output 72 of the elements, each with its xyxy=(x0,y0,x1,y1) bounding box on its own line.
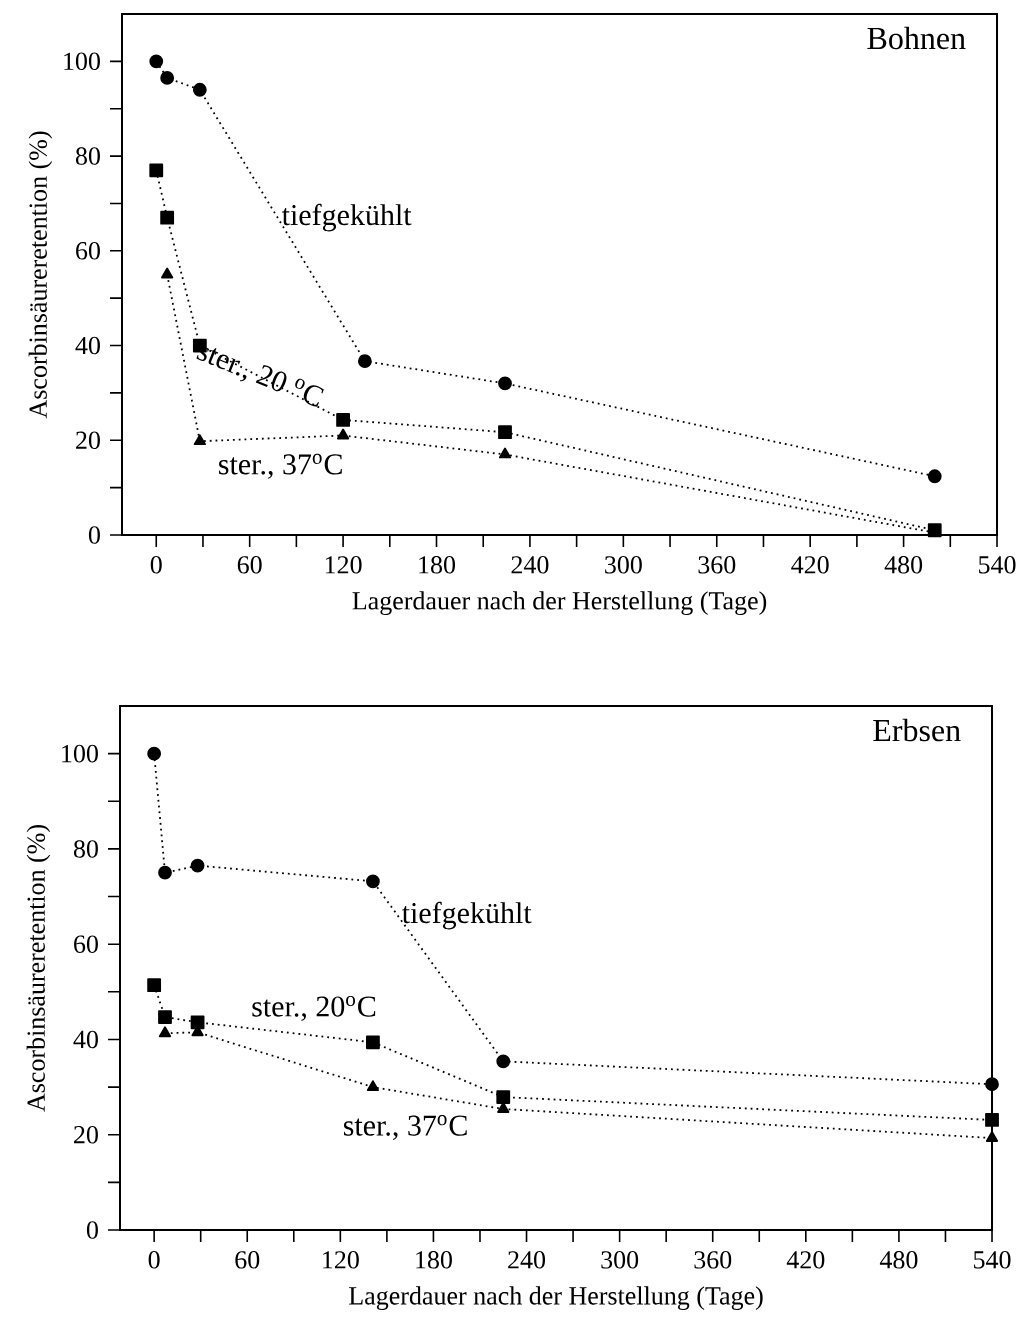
point xyxy=(336,428,350,440)
point xyxy=(366,1080,379,1091)
point xyxy=(496,1090,511,1104)
x-tick-label: 540 xyxy=(973,1251,1011,1269)
y-axis-title: Ascorbinsäureretention (%) xyxy=(26,825,51,1112)
x-tick-label: 360 xyxy=(698,556,736,574)
x-tick-label: 240 xyxy=(508,1251,545,1269)
x-tick-label: 240 xyxy=(511,556,549,574)
series-label: ster., 20$^{o}$C xyxy=(252,996,376,1021)
point xyxy=(190,1015,205,1030)
point xyxy=(498,376,512,391)
point xyxy=(498,447,512,459)
x-tick-label: 60 xyxy=(235,1251,260,1269)
x-tick-label: 360 xyxy=(694,1251,732,1269)
point xyxy=(985,1113,999,1127)
y-tick-label: 0 xyxy=(86,1221,98,1239)
chart-title: Bohnen xyxy=(867,26,966,50)
y-axis-title: Ascorbinsäureretention (%) xyxy=(28,131,53,419)
y-tick-label: 80 xyxy=(73,840,98,858)
x-tick-label: 120 xyxy=(323,1251,359,1269)
series-label: ster., 37$^{o}$C xyxy=(218,453,342,479)
point xyxy=(985,1077,999,1092)
x-tick-label: 300 xyxy=(601,1251,639,1269)
point xyxy=(498,425,512,440)
point xyxy=(147,978,161,993)
x-tick-label: 180 xyxy=(416,1251,452,1269)
x-tick-label: 480 xyxy=(879,1251,918,1269)
x-tick-label: 540 xyxy=(978,556,1016,574)
point xyxy=(365,1035,380,1050)
point xyxy=(336,412,350,427)
point xyxy=(147,746,161,761)
x-tick-label: 0 xyxy=(148,1251,160,1269)
point xyxy=(160,71,174,85)
point xyxy=(985,1131,999,1142)
y-tick-label: 100 xyxy=(64,52,100,71)
x-tick-label: 180 xyxy=(419,556,455,574)
y-tick-label: 0 xyxy=(88,526,100,544)
y-tick-label: 80 xyxy=(75,147,100,165)
y-tick-label: 60 xyxy=(75,242,100,260)
chart-title: Erbsen xyxy=(873,718,961,742)
y-tick-label: 100 xyxy=(62,744,98,763)
series-label: tiefgekühlt xyxy=(401,901,532,930)
y-tick-label: 60 xyxy=(73,935,98,953)
x-tick-label: 60 xyxy=(237,556,262,574)
series-label: tiefgekühlt xyxy=(281,203,412,232)
y-tick-label: 40 xyxy=(75,336,100,355)
x-tick-label: 420 xyxy=(791,556,829,574)
x-tick-label: 120 xyxy=(325,556,362,574)
point xyxy=(357,354,372,369)
point xyxy=(190,858,205,873)
x-tick-label: 0 xyxy=(150,556,162,574)
x-axis-title: Lagerdauer nach der Herstellung (Tage) xyxy=(348,1286,763,1310)
point xyxy=(193,434,206,446)
point xyxy=(927,469,942,484)
point xyxy=(496,1054,511,1069)
point xyxy=(149,54,164,69)
point xyxy=(365,874,380,889)
x-tick-label: 420 xyxy=(786,1251,825,1269)
point xyxy=(160,210,174,225)
y-tick-label: 40 xyxy=(73,1030,98,1049)
x-axis-title: Lagerdauer nach der Herstellung (Tage) xyxy=(352,591,767,615)
x-tick-label: 480 xyxy=(884,556,923,574)
x-tick-label: 300 xyxy=(605,556,642,574)
point xyxy=(160,267,174,279)
series-label: ster., 37$^{o}$C xyxy=(343,1115,467,1141)
point xyxy=(158,865,172,880)
point xyxy=(158,1026,172,1038)
point xyxy=(192,82,207,97)
point xyxy=(158,1010,172,1024)
y-tick-label: 20 xyxy=(75,431,100,450)
y-tick-label: 20 xyxy=(73,1125,98,1144)
point xyxy=(149,163,164,178)
